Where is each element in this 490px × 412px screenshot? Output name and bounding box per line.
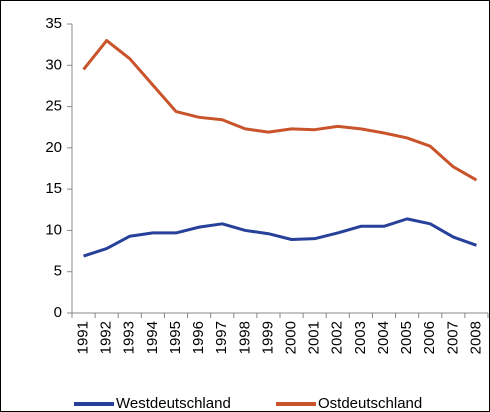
- y-tick-label: 20: [45, 139, 62, 156]
- x-tick-label: 1997: [213, 321, 230, 354]
- x-tick-label: 2000: [283, 321, 300, 354]
- x-tick-label: 2007: [444, 321, 461, 354]
- x-tick-label: 2006: [421, 321, 438, 354]
- y-tick-label: 30: [45, 56, 62, 73]
- line-series: [82, 39, 478, 182]
- y-tick-label: 15: [45, 180, 62, 197]
- x-tick-label: 1992: [98, 321, 115, 354]
- x-tick-label: 1995: [167, 321, 184, 354]
- x-tick-label: 1996: [190, 321, 207, 354]
- y-tick-label: 35: [45, 15, 62, 32]
- legend-label: Ostdeutschland: [318, 395, 422, 412]
- x-tick-label: 1998: [236, 321, 253, 354]
- y-tick-label: 0: [54, 304, 62, 321]
- x-tick-label: 2001: [306, 321, 323, 354]
- y-tick-label: 5: [54, 263, 62, 280]
- x-tick-label: 2002: [329, 321, 346, 354]
- x-tick-label: 1991: [75, 321, 92, 354]
- line-series: [83, 217, 477, 258]
- x-tick-label: 1994: [144, 321, 161, 354]
- x-tick-label: 2008: [467, 321, 484, 354]
- x-tick-label: 2004: [375, 321, 392, 354]
- legend-label: Westdeutschland: [116, 395, 231, 412]
- x-tick-label: 2005: [398, 321, 415, 354]
- y-tick-label: 25: [45, 98, 62, 115]
- y-tick-label: 10: [45, 221, 62, 238]
- x-tick-label: 2003: [352, 321, 369, 354]
- x-tick-label: 1999: [259, 321, 276, 354]
- x-tick-label: 1993: [121, 321, 138, 354]
